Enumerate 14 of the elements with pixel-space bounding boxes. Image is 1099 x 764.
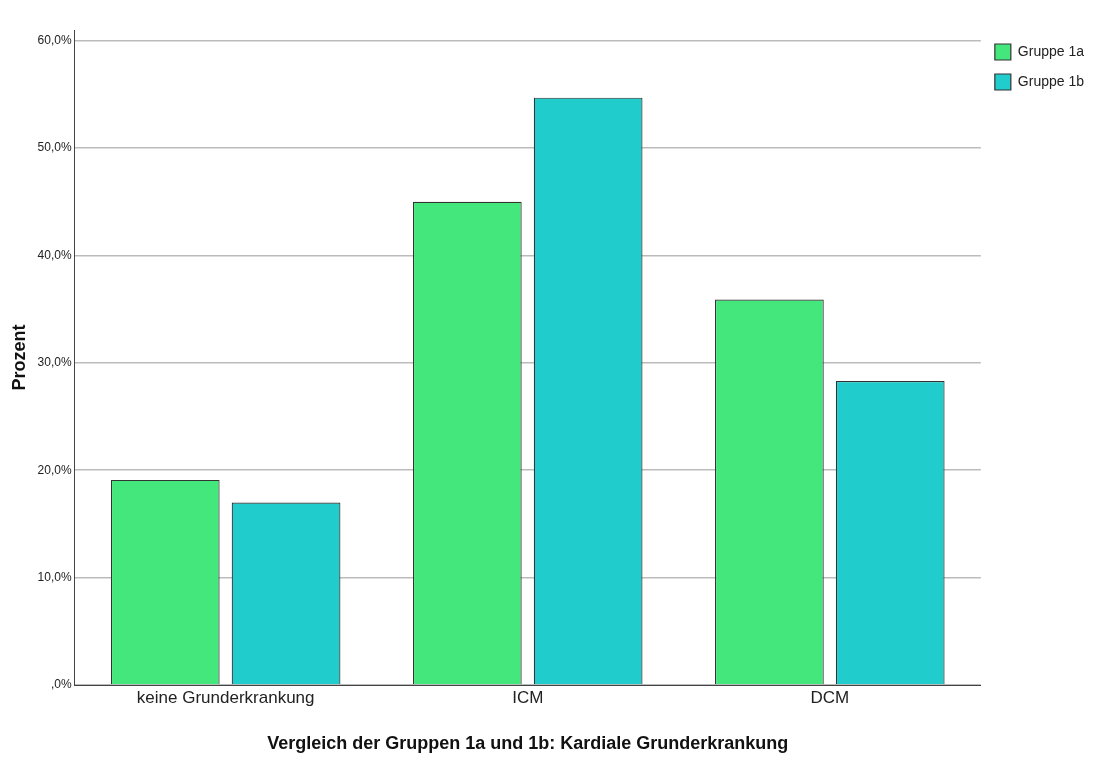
y-tick-label: 20,0%	[37, 462, 72, 477]
y-tick-label: 40,0%	[37, 247, 72, 262]
y-tick-label: 60,0%	[37, 33, 72, 48]
x-tick-label: ICM	[512, 687, 544, 707]
y-axis-title: Prozent	[8, 324, 29, 391]
legend-label: Gruppe 1a	[1017, 42, 1085, 59]
x-tick-label: keine Grunderkrankung	[136, 687, 315, 707]
x-axis-title: Vergleich der Gruppen 1a und 1b: Kardiale Grunderkrankung	[267, 733, 789, 754]
y-tick-label: 50,0%	[37, 140, 72, 155]
y-tick-label: 30,0%	[37, 355, 72, 370]
y-tick-label: 10,0%	[37, 569, 72, 584]
x-tick-label: DCM	[810, 687, 850, 707]
y-tick-label: ,0%	[50, 677, 72, 692]
legend-label: Gruppe 1b	[1017, 72, 1085, 89]
